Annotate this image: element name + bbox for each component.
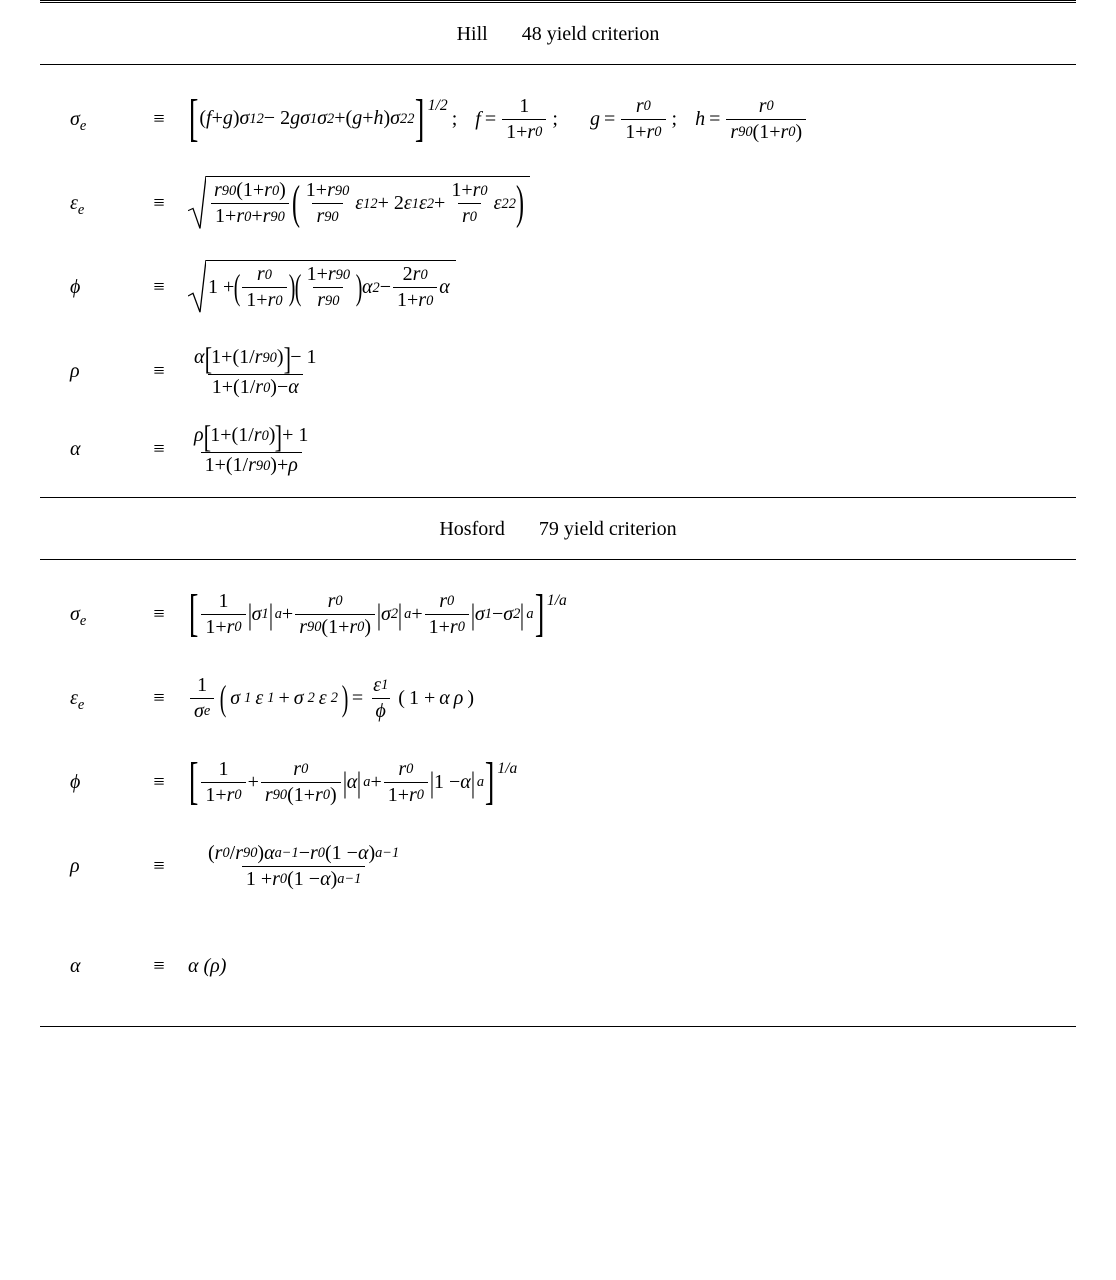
rhs: α (ρ): [188, 955, 1076, 978]
hill-rho: ρ ≡ α[1+(1/r90)] − 1 1+(1/r0) − α: [70, 341, 1076, 401]
page: Hill 48 yield criterion σe ≡ [ (f+g) σ12…: [0, 0, 1116, 1067]
lhs: εe: [70, 687, 130, 710]
equiv: ≡: [134, 771, 184, 794]
hill-alpha: α ≡ ρ[1+(1/r0)] + 1 1+(1/r90) + ρ: [70, 419, 1076, 479]
lhs: σe: [70, 108, 130, 131]
rhs: (r0 / r90)αa−1 − r0(1 − α)a−1 1 + r0(1 −…: [188, 842, 1076, 891]
equiv: ≡: [134, 192, 184, 215]
equiv: ≡: [134, 687, 184, 710]
rhs: 1σe (σ1ε1 + σ2ε2) = ε1ϕ (1 + αρ): [188, 674, 1076, 723]
hill-title-underline: [40, 64, 1076, 65]
equiv: ≡: [134, 360, 184, 383]
equiv: ≡: [134, 603, 184, 626]
lhs: εe: [70, 192, 130, 215]
hosford-sigma-e: σe ≡ [ 11+r0 |σ1|a + r0r90 (1+r0) |σ2|a …: [70, 584, 1076, 644]
hill-eps-e: εe ≡ r90 (1+r0) 1+r0+r90 ( 1+r90r90 ε12 …: [70, 173, 1076, 233]
hosford-eps-e: εe ≡ 1σe (σ1ε1 + σ2ε2) = ε1ϕ (1 + αρ): [70, 668, 1076, 728]
rhs: [ 11+r0 |σ1|a + r0r90 (1+r0) |σ2|a + r01…: [188, 590, 1076, 639]
bottom-rule: [40, 1026, 1076, 1027]
equiv: ≡: [134, 108, 184, 131]
lhs: α: [70, 955, 130, 978]
equiv: ≡: [134, 955, 184, 978]
rhs: ρ[1+(1/r0)] + 1 1+(1/r90) + ρ: [188, 421, 1076, 477]
lhs: ϕ: [70, 771, 130, 794]
hosford-title-name: Hosford: [439, 518, 505, 540]
rhs: α[1+(1/r90)] − 1 1+(1/r0) − α: [188, 343, 1076, 399]
hill-title-rest: 48 yield criterion: [522, 23, 660, 45]
rhs: 1 + ( r01+r0 ) ( 1+r90r90 ) α2 − 2r01+r0…: [188, 260, 1076, 314]
hill-title: Hill 48 yield criterion: [40, 3, 1076, 64]
hill-sigma-e: σe ≡ [ (f+g) σ12 − 2g σ1σ2 + (g+h) σ22 ]…: [70, 89, 1076, 149]
rhs: [ 11+r0 + r0r90 (1+r0) |α|a + r01+r0 |1 …: [188, 758, 1076, 807]
hill-title-name: Hill: [457, 23, 488, 45]
lhs: α: [70, 438, 130, 461]
hosford-rho: ρ ≡ (r0 / r90)αa−1 − r0(1 − α)a−1 1 + r0…: [70, 836, 1076, 896]
equiv: ≡: [134, 438, 184, 461]
hosford-alpha: α ≡ α (ρ): [70, 936, 1076, 996]
equiv: ≡: [134, 276, 184, 299]
hosford-title: Hosford 79 yield criterion: [40, 498, 1076, 559]
hill-phi: ϕ ≡ 1 + ( r01+r0 ) ( 1+r90r90 ) α2 − 2r0…: [70, 257, 1076, 317]
hosford-phi: ϕ ≡ [ 11+r0 + r0r90 (1+r0) |α|a + r01+r0…: [70, 752, 1076, 812]
hosford-title-underline: [40, 559, 1076, 560]
lhs: ρ: [70, 855, 130, 878]
rhs: r90 (1+r0) 1+r0+r90 ( 1+r90r90 ε12 + 2ε1…: [188, 176, 1076, 230]
hosford-title-rest: 79 yield criterion: [539, 518, 677, 540]
lhs: ρ: [70, 360, 130, 383]
lhs: σe: [70, 603, 130, 626]
rhs: [ (f+g) σ12 − 2g σ1σ2 + (g+h) σ22 ] 1/2 …: [188, 95, 1076, 144]
lhs: ϕ: [70, 276, 130, 299]
equiv: ≡: [134, 855, 184, 878]
